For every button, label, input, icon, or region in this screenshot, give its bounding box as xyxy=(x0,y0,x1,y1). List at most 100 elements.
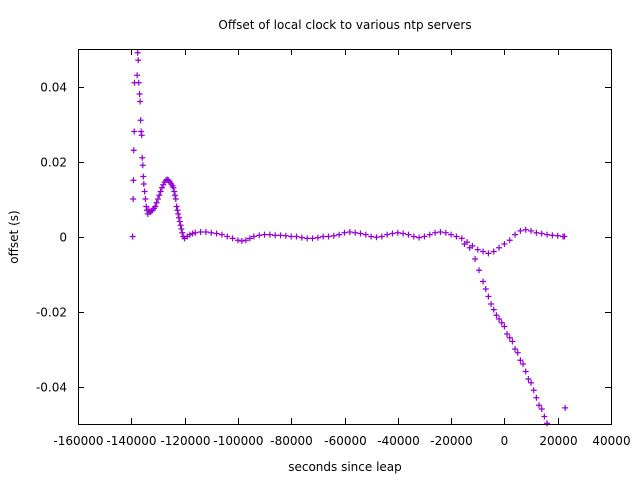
data-point xyxy=(330,232,337,239)
x-tick-label: -120000 xyxy=(160,434,210,448)
data-point xyxy=(320,233,327,240)
data-point xyxy=(229,235,236,242)
data-point xyxy=(266,231,273,238)
data-point xyxy=(501,241,508,247)
data-point xyxy=(410,233,417,240)
data-point xyxy=(314,234,321,241)
data-point xyxy=(421,233,428,240)
data-point xyxy=(136,91,143,97)
data-point xyxy=(137,117,144,124)
data-point xyxy=(485,250,492,257)
data-point xyxy=(352,229,359,236)
data-point xyxy=(213,230,220,237)
data-point xyxy=(341,229,348,236)
y-tick-label: 0.04 xyxy=(40,81,67,95)
data-point xyxy=(522,226,529,233)
data-point xyxy=(189,230,196,237)
data-point xyxy=(197,229,204,235)
data-point xyxy=(202,229,209,235)
data-point xyxy=(368,233,375,240)
data-point xyxy=(496,316,503,322)
data-point xyxy=(437,229,444,235)
data-point xyxy=(186,231,193,238)
data-point xyxy=(416,234,423,241)
data-point xyxy=(140,181,147,187)
data-point xyxy=(143,203,150,210)
data-point xyxy=(134,72,141,79)
data-point xyxy=(474,246,481,253)
data-point xyxy=(304,235,311,242)
data-point xyxy=(485,293,492,300)
data-point xyxy=(130,177,137,184)
data-point xyxy=(176,214,183,221)
data-point xyxy=(160,181,167,188)
data-point xyxy=(179,229,186,236)
data-point xyxy=(461,241,468,247)
data-point xyxy=(178,226,185,232)
data-point xyxy=(293,233,300,240)
data-point xyxy=(175,211,182,217)
data-point xyxy=(129,233,136,240)
y-axis: 0.04 0.02 0 -0.02 -0.04 xyxy=(36,81,611,395)
x-tick-label: -140000 xyxy=(106,434,156,448)
data-series xyxy=(129,49,569,427)
x-tick-label: -20000 xyxy=(430,434,473,448)
data-point xyxy=(130,147,137,154)
data-point xyxy=(378,233,385,240)
data-point xyxy=(172,196,179,202)
data-point xyxy=(472,256,479,262)
data-point xyxy=(512,346,519,352)
data-point xyxy=(476,267,483,274)
data-point xyxy=(139,162,146,169)
data-point xyxy=(509,338,516,345)
data-point xyxy=(496,244,503,251)
data-point xyxy=(246,235,253,242)
data-point xyxy=(394,229,401,236)
data-point xyxy=(432,229,439,236)
data-point xyxy=(154,196,161,202)
data-point xyxy=(480,278,487,285)
data-point xyxy=(405,231,412,238)
data-point xyxy=(261,231,268,238)
data-point xyxy=(224,233,231,240)
data-point xyxy=(153,199,160,206)
data-point xyxy=(506,334,513,341)
data-point xyxy=(517,357,524,364)
data-point xyxy=(130,196,137,202)
x-tick-label: 0 xyxy=(501,434,509,448)
x-tick-label: -160000 xyxy=(53,434,103,448)
data-point xyxy=(250,233,257,240)
data-point xyxy=(131,128,138,135)
data-point xyxy=(171,188,178,195)
data-point xyxy=(172,192,179,199)
data-point xyxy=(242,237,249,244)
data-point xyxy=(490,306,497,313)
data-point xyxy=(458,235,465,242)
data-point xyxy=(177,222,184,229)
data-point xyxy=(174,207,181,214)
data-point xyxy=(135,57,142,64)
x-tick-label: -60000 xyxy=(324,434,367,448)
data-point xyxy=(164,176,171,183)
data-point xyxy=(528,379,535,386)
chart-title: Offset of local clock to various ntp ser… xyxy=(218,18,471,32)
data-point xyxy=(501,323,508,330)
data-point xyxy=(448,231,455,238)
data-point xyxy=(156,192,163,199)
data-point xyxy=(346,229,353,235)
data-point xyxy=(466,244,473,251)
plot-frame xyxy=(78,49,612,425)
data-point xyxy=(544,231,551,238)
data-point xyxy=(325,233,332,240)
data-point xyxy=(139,154,146,161)
data-point xyxy=(554,232,561,239)
data-point xyxy=(562,404,569,411)
data-point xyxy=(141,188,148,195)
data-point xyxy=(277,232,284,239)
data-point xyxy=(544,420,551,427)
data-point xyxy=(238,238,245,244)
data-point xyxy=(384,231,391,238)
data-point xyxy=(490,248,497,255)
data-point xyxy=(482,286,489,292)
data-point xyxy=(362,231,369,238)
